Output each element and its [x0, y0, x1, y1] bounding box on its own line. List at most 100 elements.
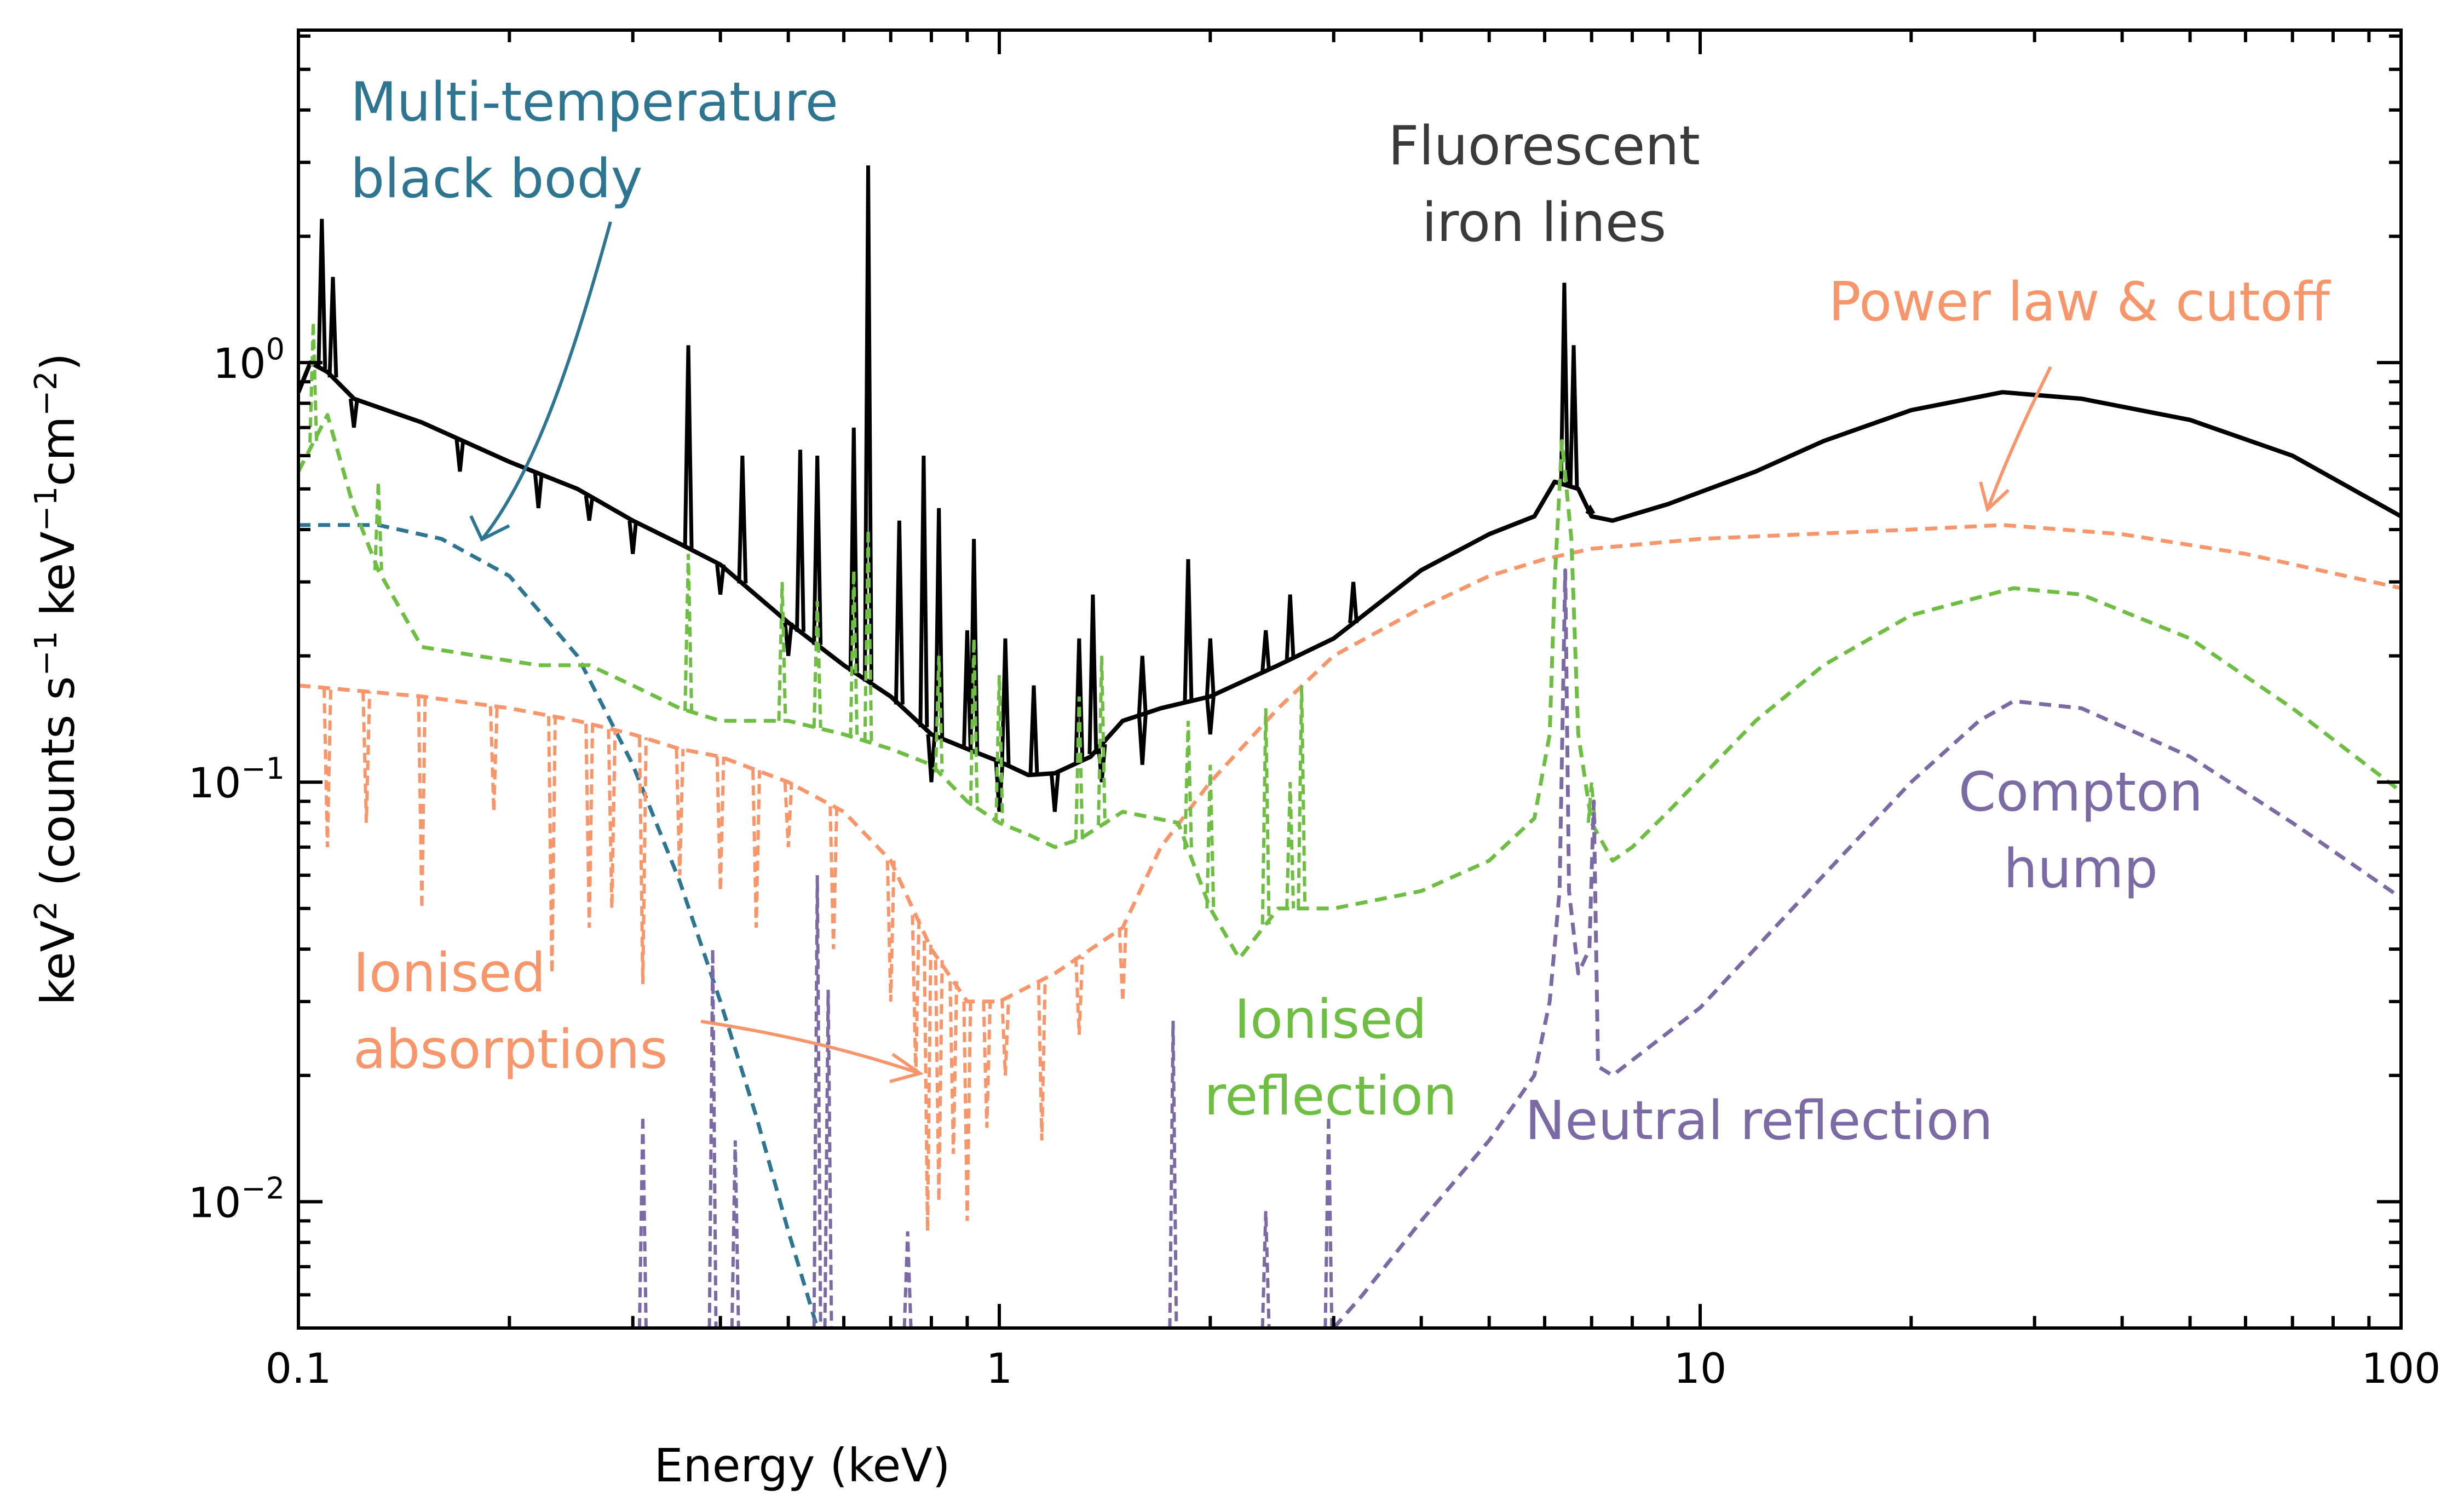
series-total-absorption-4	[627, 520, 638, 554]
series-neutral-reflection-line-2	[730, 1140, 740, 1328]
series-neutral-reflection-line-4	[823, 990, 833, 1328]
axis-ticks	[297, 30, 2403, 1330]
annotation-neutral-reflection-label: Neutral reflection	[1525, 1090, 1993, 1152]
series-ionised-reflection-line-11	[1097, 656, 1107, 825]
series-total-line-24	[1568, 345, 1579, 488]
annotation-black-body-line2: black body	[350, 148, 643, 210]
series-total-line-0	[316, 219, 327, 369]
series-ionised-reflection-line-9	[994, 675, 1004, 823]
series-power-law-absorption-19	[982, 1001, 992, 1128]
series-total-line-18	[1183, 559, 1194, 702]
series-neutral-reflection-line-0	[637, 1116, 648, 1328]
series-power-law-absorption-23	[1118, 927, 1128, 1002]
series-power-law-absorption-7	[637, 737, 648, 985]
series-power-law-absorption-0	[322, 688, 332, 847]
series-neutral-reflection-line-3	[812, 875, 822, 1328]
annotation-power-law-arrow	[1986, 366, 2052, 510]
annotation-absorptions: Ionised absorptions	[353, 942, 924, 1083]
series-total-line-14	[1028, 685, 1039, 775]
series-layer	[298, 165, 2401, 1328]
annotation-compton: Compton hump	[1959, 761, 2203, 900]
annotation-compton-line2: hump	[2004, 838, 2158, 900]
series-neutral-reflection	[637, 568, 2401, 1328]
series-total-absorption-7	[926, 734, 937, 783]
series-total-absorption-11	[1137, 714, 1148, 765]
series-ionised-reflection-line-1	[373, 481, 383, 571]
series-power-law-absorption-15	[922, 940, 932, 1232]
y-tick-label: 10−2	[188, 1171, 285, 1227]
series-ionised-reflection-line-14	[1260, 708, 1271, 925]
series-power-law-absorption-13	[885, 860, 896, 1002]
annotation-black-body-arrow	[480, 221, 612, 541]
y-tick-label: 10−1	[188, 751, 285, 807]
annotation-compton-line1: Compton	[1959, 761, 2203, 824]
series-total-line-17	[1137, 656, 1148, 715]
annotation-black-body-arrowhead	[469, 515, 510, 542]
series-power-law	[298, 523, 2401, 1232]
series-total-line-7	[863, 165, 874, 682]
series-power-law-absorption-6	[607, 729, 617, 909]
x-tick-label: 10	[1674, 1344, 1727, 1393]
series-total-line-16	[1087, 594, 1098, 755]
series-ionised-reflection-line-15	[1285, 782, 1296, 909]
annotation-iron-lines-line2: iron lines	[1422, 192, 1667, 254]
series-neutral-reflection-line-5	[902, 1231, 913, 1328]
series-total-line-13	[1000, 638, 1011, 765]
y-axis-title-sup1: −1	[28, 631, 64, 676]
series-total-line-1	[327, 277, 338, 378]
series-power-law-absorption-3	[488, 706, 499, 812]
series-total-line-9	[918, 456, 929, 727]
series-power-law-absorption-9	[715, 756, 726, 892]
x-tick-label: 0.1	[266, 1344, 332, 1393]
series-total-line-19	[1205, 638, 1216, 697]
series-power-law-absorption-5	[584, 723, 595, 928]
series-total-continuum	[298, 360, 2401, 778]
annotation-neutral-reflection: Neutral reflection	[1525, 1090, 1993, 1152]
series-ionised-reflection-line-6	[863, 529, 873, 742]
annotation-black-body-line1: Multi-temperature	[350, 71, 838, 134]
series-power-law-absorption-11	[783, 782, 793, 848]
y-axis-title-open: (counts s	[31, 676, 85, 901]
y-axis-title-mid2: cm	[31, 416, 85, 486]
series-total-line-2	[683, 345, 694, 548]
y-axis-title-close: )	[31, 353, 85, 371]
series-power-law-absorption-17	[948, 981, 959, 1154]
series-power-law-absorption-14	[911, 915, 921, 1076]
series-power-law-absorption-16	[934, 960, 944, 1202]
series-total-absorption-3	[584, 495, 595, 521]
y-axis-title-mid: keV	[31, 531, 85, 631]
series-power-law-absorption-12	[828, 806, 839, 950]
annotation-ionised-reflection-line1: Ionised	[1234, 988, 1427, 1051]
series-neutral-reflection-line-8	[1323, 1116, 1334, 1328]
series-total-absorption-1	[454, 439, 465, 472]
plot-frame	[297, 28, 2403, 1330]
series-power-law-absorption-1	[361, 691, 372, 823]
series-total-line-10	[934, 508, 945, 738]
series-neutral-reflection-line-6	[1168, 1020, 1178, 1328]
series-total-line-22	[1348, 582, 1359, 624]
series-neutral-reflection-continuum	[1332, 568, 2401, 1328]
series-power-law-absorption-8	[675, 749, 685, 876]
annotation-power-law-label: Power law & cutoff	[1829, 271, 2331, 334]
x-tick-label: 100	[2361, 1344, 2440, 1393]
series-ionised-reflection-line-12	[1183, 721, 1193, 850]
series-total-line-20	[1260, 630, 1271, 671]
series-total-line-15	[1074, 638, 1085, 762]
y-tick-label: 100	[213, 332, 285, 388]
series-total-absorption-12	[1205, 696, 1216, 735]
y-axis-title-sup3: −2	[28, 371, 64, 416]
series-multi-temperature-black-continuum	[298, 523, 820, 1328]
tick-labels: 0.1 1 10 100 100 10−1 10−2	[188, 332, 2441, 1393]
annotation-power-law: Power law & cutoff	[1829, 271, 2331, 513]
series-total-line-8	[894, 520, 905, 705]
series-total-line-25	[1585, 504, 1596, 515]
annotation-black-body: Multi-temperature black body	[350, 71, 838, 542]
x-axis-title: Energy (keV)	[654, 1439, 950, 1492]
annotation-ionised-reflection-line2: reflection	[1204, 1065, 1457, 1128]
y-axis-title-sup2: −1	[28, 486, 64, 532]
annotation-ionised-reflection: Ionised reflection	[1204, 988, 1457, 1128]
series-ionised-reflection-line-8	[969, 638, 979, 806]
series-ionised-reflection-line-13	[1205, 765, 1216, 909]
series-total-line-4	[795, 450, 805, 632]
